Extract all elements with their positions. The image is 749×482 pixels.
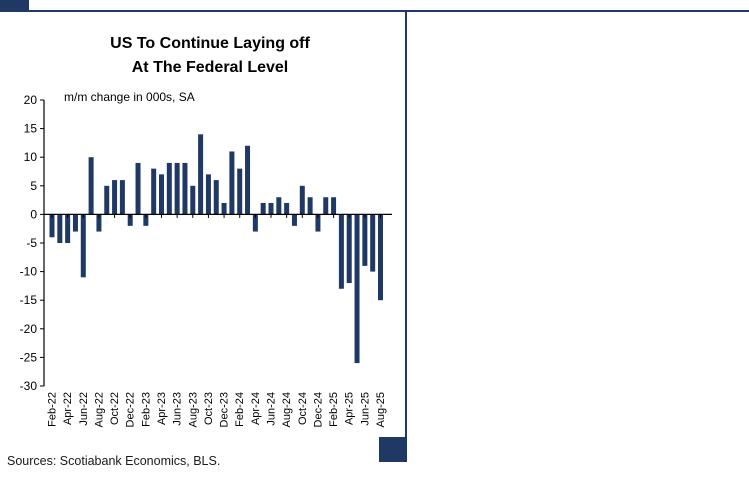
bar-Jun-25 <box>362 214 368 266</box>
chart-title-line1: US To Continue Laying off <box>110 35 310 52</box>
x-axis-tick-label: Dec-22 <box>125 392 137 427</box>
bar-Aug-25 <box>378 214 383 301</box>
bar-chart: 20 15 10 5 0 -5 -10 -15 -20 -25 -30 Feb-22 Apr-22 Jun… <box>20 93 392 427</box>
bar-Aug-23 <box>190 185 196 215</box>
bar-Nov-23 <box>213 180 219 215</box>
bar-Jul-23 <box>182 162 188 215</box>
bar-Apr-22 <box>65 214 71 243</box>
x-axis-tick-label: Feb-25 <box>328 392 340 427</box>
x-axis-tick-label: Aug-24 <box>281 392 293 427</box>
bar-Apr-24 <box>252 214 258 232</box>
bar-Aug-22 <box>96 214 102 232</box>
x-axis-tick-label: Dec-23 <box>219 392 231 427</box>
y-axis-tick-label: 10 <box>24 150 38 164</box>
x-axis-tick-label: Oct-24 <box>297 392 309 425</box>
bar-Aug-24 <box>284 202 290 215</box>
bar-Mar-22 <box>57 214 63 243</box>
y-axis-tick-label: -15 <box>20 293 38 307</box>
x-axis-tick-label: Oct-22 <box>109 392 121 425</box>
x-axis-tick-label: Apr-22 <box>62 392 74 425</box>
chart-title-line2: At The Federal Level <box>131 59 289 76</box>
chart-title: US To Continue Laying off At The Federal… <box>30 32 390 80</box>
bar-May-22 <box>72 214 78 232</box>
bar-Mar-25 <box>338 214 344 289</box>
top-border-rule <box>0 10 749 12</box>
bar-Sep-23 <box>198 134 204 215</box>
bar-Nov-22 <box>119 180 125 215</box>
bar-May-24 <box>260 202 266 215</box>
x-axis-tick-label: Aug-23 <box>187 392 199 427</box>
bar-Nov-24 <box>307 197 313 215</box>
x-axis-tick-label: Jun-22 <box>78 392 90 426</box>
y-axis-tick-label: 15 <box>24 122 38 136</box>
bar-Dec-24 <box>315 214 321 232</box>
bar-Sep-24 <box>291 214 297 226</box>
column-divider-rule <box>405 10 407 462</box>
x-axis-tick-label: Apr-24 <box>250 392 262 425</box>
bar-Jan-25 <box>323 197 329 215</box>
x-axis-tick-label: Feb-22 <box>47 392 59 427</box>
y-axis-tick-label: 20 <box>24 93 38 107</box>
bar-Apr-23 <box>159 174 164 215</box>
bar-May-23 <box>166 162 172 215</box>
x-axis-tick-label: Aug-22 <box>93 392 105 427</box>
bar-Jan-24 <box>229 151 235 215</box>
x-axis-tick-label: Feb-23 <box>140 392 152 427</box>
bar-Mar-23 <box>151 168 157 215</box>
bar-Mar-24 <box>245 145 251 215</box>
chart-subtitle: m/m change in 000s, SA <box>64 90 195 104</box>
bar-Jul-22 <box>88 157 94 215</box>
x-axis-tick-label: Feb-24 <box>234 392 246 427</box>
x-axis-tick-label: Apr-23 <box>156 392 168 425</box>
x-axis-tick-label: Dec-24 <box>312 392 324 427</box>
x-axis-tick-label: Oct-23 <box>203 392 215 425</box>
y-axis-tick-label: -10 <box>20 265 38 279</box>
bar-Jun-24 <box>268 202 274 215</box>
bar-Feb-23 <box>143 214 149 226</box>
bar-Oct-23 <box>205 174 211 215</box>
bar-Feb-25 <box>331 197 337 215</box>
x-axis-tick-label: Jun-25 <box>359 392 371 426</box>
y-axis-tick-label: 0 <box>30 207 37 221</box>
y-axis-tick-label: -25 <box>20 350 38 364</box>
bar-Jul-25 <box>370 214 376 272</box>
bar-Oct-24 <box>299 185 305 215</box>
bar-Dec-22 <box>127 214 133 226</box>
bar-Feb-22 <box>49 214 55 238</box>
x-axis-tick-label: Aug-25 <box>375 392 387 427</box>
sources-note: Sources: Scotiabank Economics, BLS. <box>7 454 221 468</box>
bar-Oct-22 <box>112 180 118 215</box>
bottom-corner-badge <box>379 437 406 462</box>
bar-Jun-23 <box>174 162 180 215</box>
bar-Sep-22 <box>104 185 110 215</box>
bar-Feb-24 <box>237 168 243 215</box>
y-axis-tick-label: -20 <box>20 322 38 336</box>
bar-Apr-25 <box>346 214 352 284</box>
x-axis-tick-label: Apr-25 <box>344 392 356 425</box>
bar-Jul-24 <box>276 197 282 215</box>
bar-Jun-22 <box>80 214 86 278</box>
x-axis-tick-label: Jun-24 <box>266 392 278 426</box>
x-axis-tick-label: Jun-23 <box>172 392 184 426</box>
y-axis-tick-label: -5 <box>26 236 37 250</box>
bar-May-25 <box>354 214 360 364</box>
y-axis-tick-label: -30 <box>20 379 38 393</box>
bar-Jan-23 <box>135 162 141 215</box>
bar-Dec-23 <box>221 202 227 215</box>
y-axis-tick-label: 5 <box>30 179 37 193</box>
top-left-corner-block <box>0 0 29 12</box>
